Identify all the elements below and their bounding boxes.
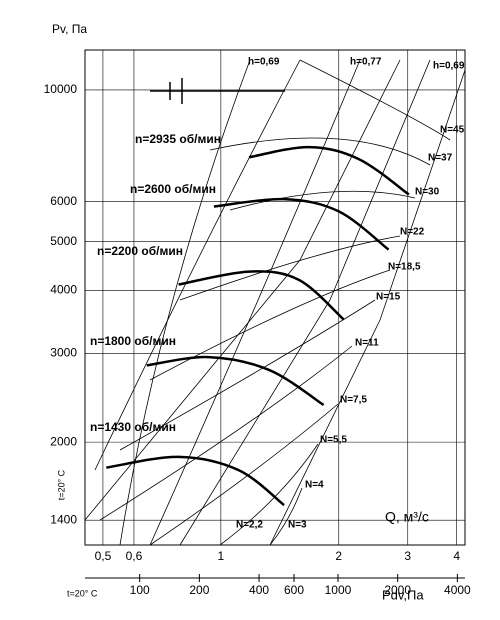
series-label: n=2200 об/мин (97, 244, 183, 258)
y-tick-label: 2000 (50, 434, 77, 448)
x2-tick-label: 2000 (384, 583, 411, 597)
y-tick-label: 10000 (44, 82, 78, 96)
series-label: n=2600 об/мин (130, 182, 216, 196)
power-label: N=22 (400, 227, 425, 238)
x-tick-label: 4 (453, 549, 460, 563)
y-tick-label: 6000 (50, 194, 77, 208)
x-tick-label: 3 (404, 549, 411, 563)
power-label: N=18,5 (388, 262, 421, 273)
fan-curve (178, 270, 345, 321)
x2-tick-label: 200 (189, 583, 209, 597)
power-label: N=11 (355, 338, 379, 349)
y-tick-label: 1400 (50, 512, 77, 526)
x2-tick-label: 1000 (325, 583, 352, 597)
power-label: N=2,2 (236, 520, 263, 531)
fan-curve (146, 355, 325, 407)
y-tick-label: 5000 (50, 234, 77, 248)
efficiency-label: h=0,69 (248, 57, 280, 68)
x-tick-label: 0,5 (95, 549, 112, 563)
x2-tick-label: 400 (249, 583, 269, 597)
x-axis-label: Q, м³/с (385, 509, 429, 525)
x2-tick-label: 100 (130, 583, 150, 597)
x2-axis-label: Pdv,Па (382, 587, 424, 602)
x-tick-label: 1 (218, 549, 225, 563)
y-tick-label: 4000 (50, 283, 77, 297)
efficiency-label: h=0,69 (433, 61, 465, 72)
series-label: n=2935 об/мин (135, 132, 221, 146)
x-tick-label: 0,6 (126, 549, 143, 563)
power-label: N=5,5 (320, 435, 347, 446)
temperature-label: t=20° C (56, 469, 66, 500)
x2-tick-label: 4000 (444, 583, 471, 597)
x2-tick-label: 600 (284, 583, 304, 597)
power-label: N=37 (428, 153, 453, 164)
fan-curve (106, 455, 285, 507)
efficiency-label: h=0,77 (350, 57, 382, 68)
fan-curve (213, 197, 390, 251)
power-label: N=45 (440, 125, 465, 136)
power-label: N=4 (305, 480, 324, 491)
power-label: N=15 (376, 292, 401, 303)
power-label: N=30 (415, 187, 440, 198)
power-label: N=3 (288, 520, 307, 531)
series-label: n=1800 об/мин (90, 334, 176, 348)
y-tick-label: 3000 (50, 346, 77, 360)
series-label: n=1430 об/мин (90, 420, 176, 434)
x-tick-label: 2 (335, 549, 342, 563)
power-label: N=7,5 (340, 395, 367, 406)
plot-frame (84, 49, 466, 546)
temperature-label: t=20° C (67, 588, 98, 598)
fan-curve (248, 145, 410, 196)
y-axis-label: Pv, Па (52, 22, 87, 36)
